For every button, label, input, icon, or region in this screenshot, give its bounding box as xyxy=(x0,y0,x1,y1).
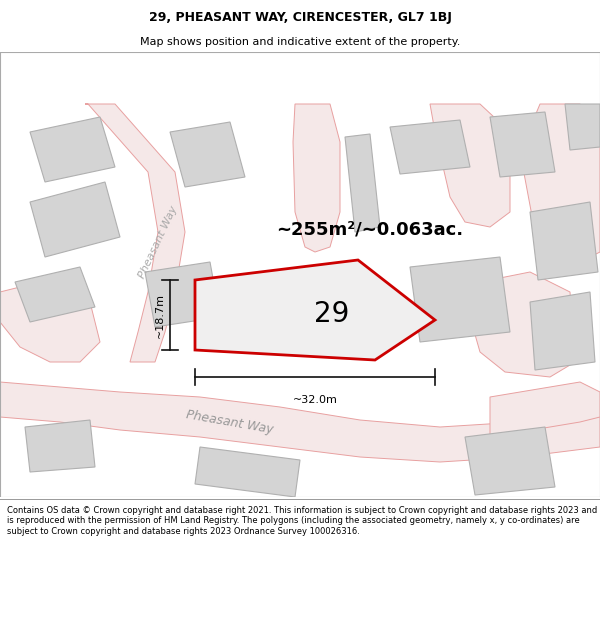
Polygon shape xyxy=(195,447,300,497)
Polygon shape xyxy=(530,292,595,370)
Text: Pheasant Way: Pheasant Way xyxy=(137,204,179,280)
Text: Contains OS data © Crown copyright and database right 2021. This information is : Contains OS data © Crown copyright and d… xyxy=(7,506,598,536)
Polygon shape xyxy=(565,104,600,150)
Polygon shape xyxy=(465,427,555,495)
Polygon shape xyxy=(145,262,220,327)
Text: ~255m²/~0.063ac.: ~255m²/~0.063ac. xyxy=(277,221,464,239)
Text: Pheasant Way: Pheasant Way xyxy=(185,408,275,436)
Polygon shape xyxy=(410,257,510,342)
Polygon shape xyxy=(15,267,95,322)
Polygon shape xyxy=(520,104,600,262)
Polygon shape xyxy=(390,120,470,174)
Text: 29, PHEASANT WAY, CIRENCESTER, GL7 1BJ: 29, PHEASANT WAY, CIRENCESTER, GL7 1BJ xyxy=(149,11,451,24)
Polygon shape xyxy=(195,260,435,360)
Polygon shape xyxy=(30,117,115,182)
Text: 29: 29 xyxy=(314,300,349,328)
Polygon shape xyxy=(345,134,380,232)
Text: Map shows position and indicative extent of the property.: Map shows position and indicative extent… xyxy=(140,38,460,48)
Polygon shape xyxy=(170,122,245,187)
Polygon shape xyxy=(30,182,120,257)
Polygon shape xyxy=(293,104,340,252)
Polygon shape xyxy=(430,104,510,227)
Text: ~32.0m: ~32.0m xyxy=(293,395,337,405)
Polygon shape xyxy=(490,112,555,177)
Polygon shape xyxy=(0,382,600,462)
Polygon shape xyxy=(530,202,598,280)
Polygon shape xyxy=(470,272,575,377)
Text: ~18.7m: ~18.7m xyxy=(155,292,165,338)
Polygon shape xyxy=(85,104,185,362)
Polygon shape xyxy=(490,382,600,437)
Polygon shape xyxy=(25,420,95,472)
Polygon shape xyxy=(0,282,100,362)
